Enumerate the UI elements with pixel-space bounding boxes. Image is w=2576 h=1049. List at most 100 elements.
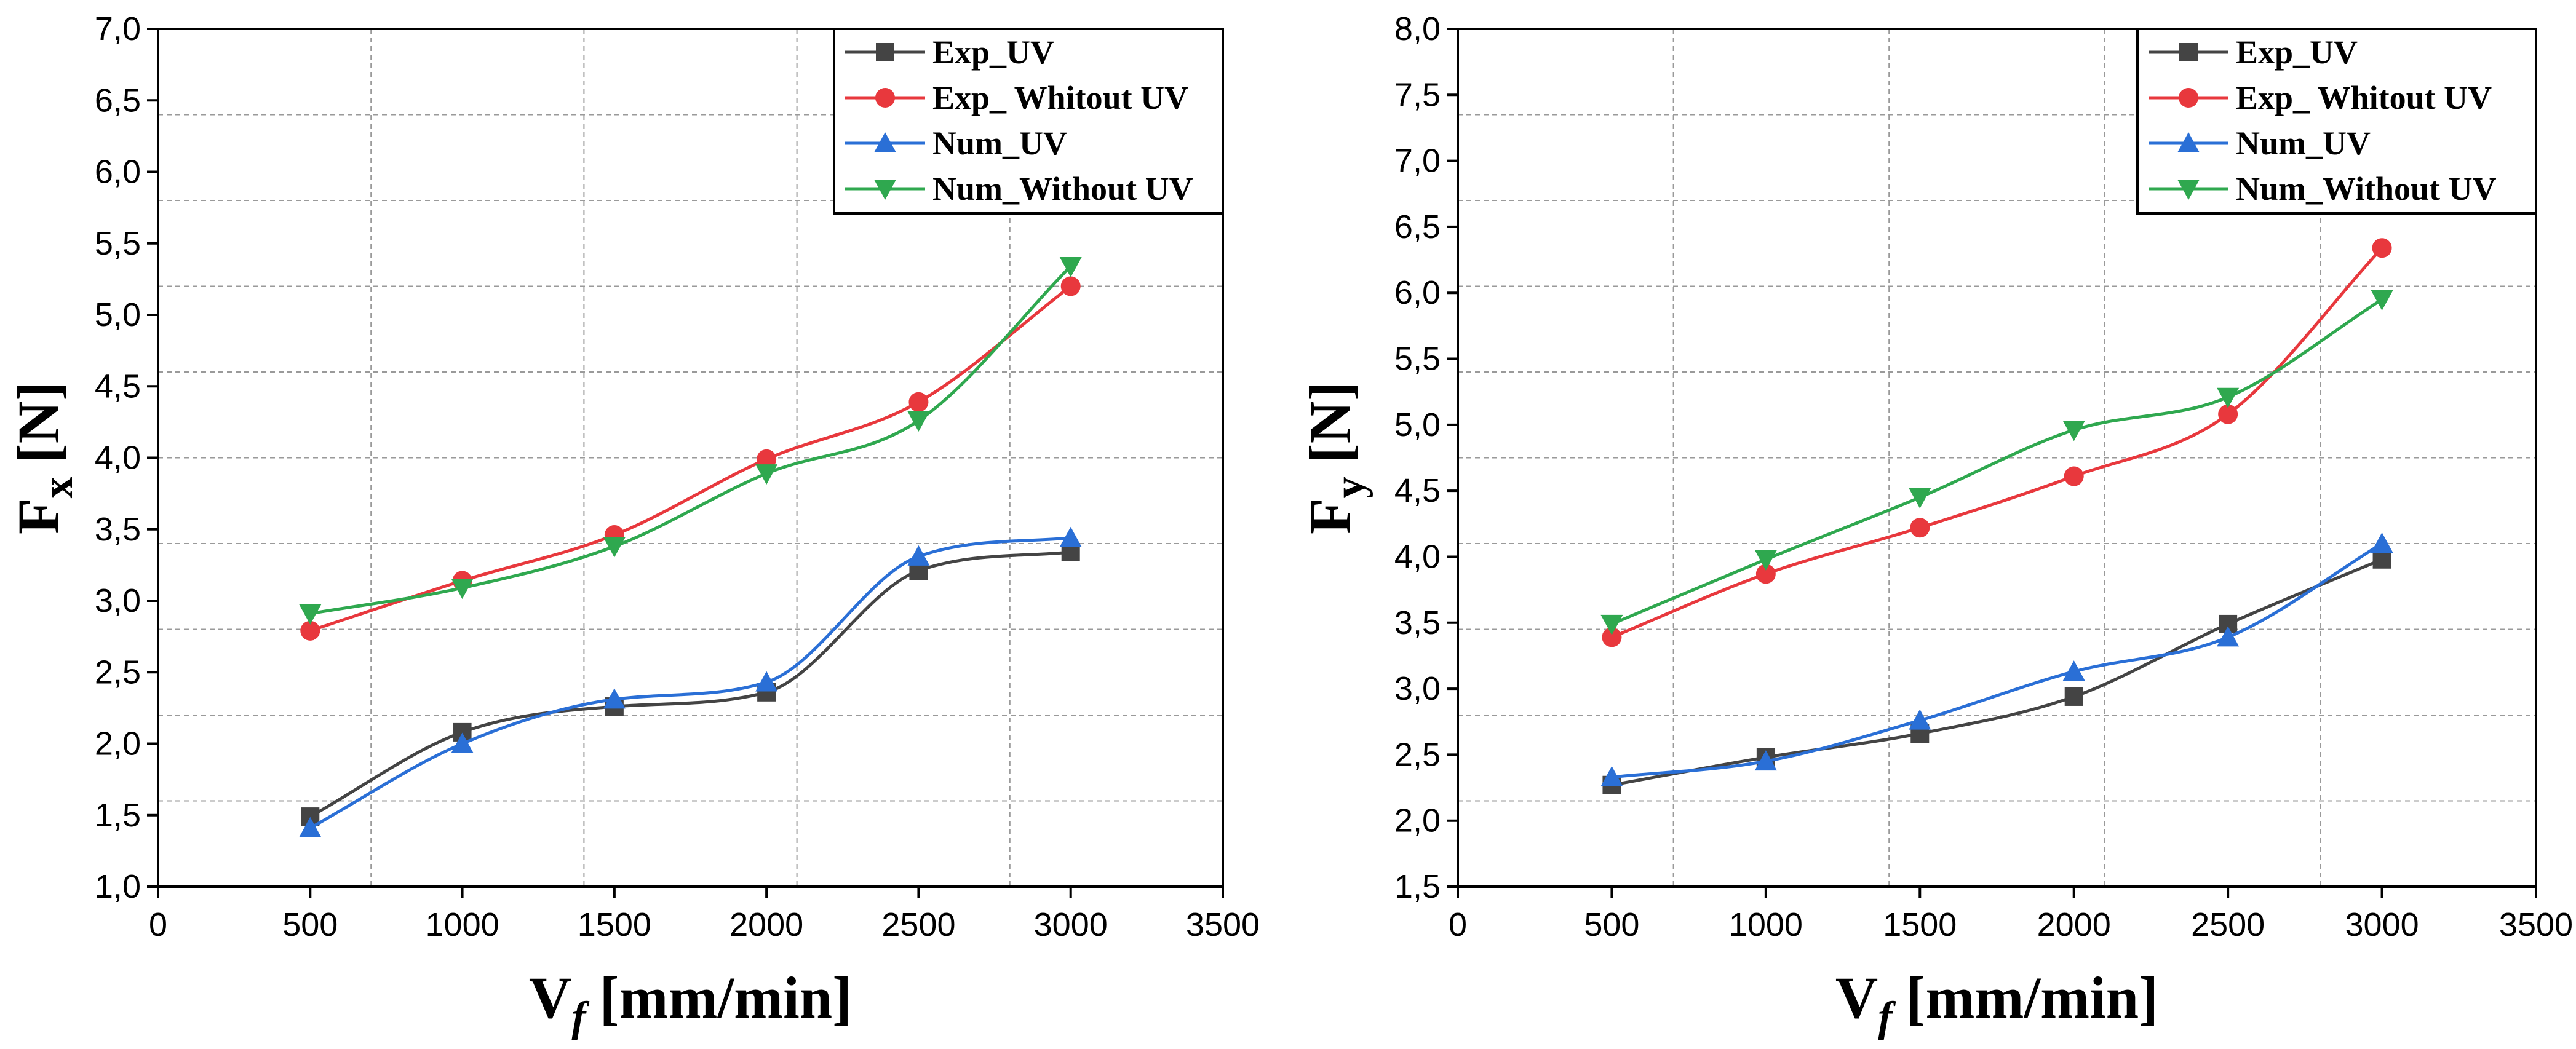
y-tick-label-12: 7,0	[95, 10, 141, 47]
series-line-2	[309, 536, 1071, 829]
x-tick-label-4: 2000	[729, 906, 803, 943]
x-tick-label-1: 500	[1584, 906, 1639, 943]
data-point-1-3	[2064, 466, 2084, 486]
y-axis-label-main: F	[6, 498, 71, 534]
legend-fy: Exp_UV Exp_ Whitout UV Num_UV Num_Without U…	[2136, 28, 2537, 215]
data-point-2-5	[1059, 526, 1082, 547]
y-tick-label-5: 4,0	[1394, 538, 1441, 575]
y-axis-fx: 1,0 1,5 2,0 2,5 3,0 3,5 4,0 4,5 5,0 5,5 6,0 6,5 7,0	[95, 10, 158, 905]
chart-panel-fx: 0 500 1000 1500 2000 2500 3000 3500 1,0 1,5 2,0 2,5…	[6, 10, 1260, 1041]
x-axis-label-sub: f	[1878, 994, 1896, 1041]
y-tick-label-11: 6,5	[95, 82, 141, 119]
y-tick-label-3: 2,5	[95, 654, 141, 691]
data-point-1-4	[908, 392, 929, 412]
y-tick-label-6: 4,0	[95, 440, 141, 477]
y-tick-label-4: 3,0	[95, 582, 141, 619]
chart-panel-fy: 0 500 1000 1500 2000 2500 3000 3500 1,5 2,0 2,5 3,0…	[1292, 0, 2576, 1049]
legend-label-1: Exp_ Whitout UV	[2236, 79, 2492, 116]
legend-label-0: Exp_UV	[2236, 34, 2358, 71]
y-tick-label-0: 1,0	[95, 868, 141, 905]
series-fx-1	[300, 276, 1081, 641]
data-point-3-0	[1600, 614, 1623, 635]
legend-marker-0	[876, 43, 894, 61]
data-point-2-3	[755, 671, 778, 692]
data-point-1-5	[1060, 276, 1081, 296]
y-tick-label-3: 3,0	[1394, 670, 1441, 707]
x-axis-fy: 0 500 1000 1500 2000 2500 3000 3500	[1449, 887, 2573, 943]
y-axis-fy: 1,5 2,0 2,5 3,0 3,5 4,0 4,5 5,0 5,5 6,0 6,5 7,0 7,5 8…	[1394, 10, 1458, 905]
y-tick-label-1: 2,0	[1394, 802, 1441, 839]
x-tick-label-0: 0	[1449, 906, 1467, 943]
data-point-3-4	[907, 411, 930, 432]
data-point-2-0	[299, 817, 322, 837]
y-tick-label-9: 6,0	[1394, 274, 1441, 311]
legend-marker-3	[2177, 180, 2200, 200]
data-point-1-5	[2372, 238, 2392, 258]
x-axis-label-main: V	[529, 965, 571, 1031]
data-point-3-3	[2062, 421, 2085, 441]
y-tick-label-6: 4,5	[1394, 472, 1441, 509]
legend-label-3: Num_Without UV	[932, 170, 1193, 207]
y-axis-label-main: F	[1297, 498, 1363, 534]
x-axis-label-sub: f	[571, 994, 590, 1041]
chart-fy-svg: 0 500 1000 1500 2000 2500 3000 3500 1,5 2,0 2,5 3,0…	[1297, 10, 2573, 1041]
y-axis-label-fx: Fx [N]	[6, 381, 82, 534]
series-fx-2	[299, 526, 1082, 837]
legend-label-0: Exp_UV	[932, 34, 1054, 71]
x-axis-fx: 0 500 1000 1500 2000 2500 3000 3500	[149, 887, 1260, 943]
data-point-3-2	[603, 537, 626, 558]
x-tick-label-7: 3500	[2499, 906, 2573, 943]
y-tick-label-1: 1,5	[95, 797, 141, 834]
x-tick-label-6: 3000	[2345, 906, 2419, 943]
y-tick-label-10: 6,0	[95, 154, 141, 191]
legend-fx: Exp_UV Exp_ Whitout UV Num_UV Num_Without U…	[833, 28, 1224, 215]
legend-marker-1	[875, 88, 895, 108]
legend-marker-2	[874, 132, 896, 152]
x-tick-label-2: 1000	[1729, 906, 1803, 943]
series-line-0	[309, 550, 1071, 818]
series-fy-3	[1600, 290, 2393, 635]
y-tick-label-2: 2,5	[1394, 736, 1441, 773]
y-tick-label-4: 3,5	[1394, 604, 1441, 641]
legend-marker-1	[2179, 88, 2198, 108]
data-point-1-3	[757, 449, 777, 469]
x-tick-label-3: 1500	[1883, 906, 1957, 943]
y-tick-label-11: 7,0	[1394, 143, 1441, 180]
series-line-3	[1611, 298, 2383, 626]
data-point-3-4	[2217, 387, 2240, 408]
x-axis-label-fy: Vf [mm/min]	[1835, 965, 2158, 1041]
y-axis-label-unit: [N]	[1297, 381, 1363, 463]
x-tick-label-5: 2500	[881, 906, 955, 943]
legend-box	[833, 28, 1224, 215]
y-axis-label-sub: y	[1326, 477, 1373, 498]
data-point-3-3	[755, 464, 778, 485]
data-point-3-5	[2371, 290, 2393, 311]
series-fx-0	[301, 542, 1080, 826]
y-tick-label-5: 3,5	[95, 511, 141, 548]
data-point-2-0	[1600, 766, 1623, 786]
data-point-3-2	[1909, 488, 1931, 509]
data-point-2-3	[2062, 660, 2085, 681]
y-tick-label-0: 1,5	[1394, 868, 1441, 905]
x-tick-label-3: 1500	[578, 906, 651, 943]
y-tick-label-13: 8,0	[1394, 10, 1441, 47]
x-tick-label-1: 500	[282, 906, 338, 943]
legend-marker-3	[874, 180, 896, 200]
y-tick-label-8: 5,5	[1394, 341, 1441, 378]
series-fy-1	[1602, 238, 2392, 647]
data-point-1-4	[2218, 404, 2238, 424]
x-axis-label-unit: [mm/min]	[1906, 965, 2159, 1031]
data-point-3-1	[1754, 550, 1777, 571]
y-tick-label-12: 7,5	[1394, 76, 1441, 113]
data-point-2-4	[907, 545, 930, 566]
data-point-2-5	[2371, 532, 2393, 553]
data-point-1-0	[1602, 627, 1622, 647]
y-tick-label-7: 4,5	[95, 368, 141, 405]
legend-marker-2	[2177, 132, 2200, 152]
data-point-2-2	[603, 688, 626, 709]
data-point-3-0	[299, 604, 322, 625]
x-tick-label-4: 2000	[2037, 906, 2111, 943]
y-tick-label-9: 5,5	[95, 225, 141, 262]
y-tick-label-8: 5,0	[95, 296, 141, 333]
data-point-2-2	[1909, 709, 1931, 730]
